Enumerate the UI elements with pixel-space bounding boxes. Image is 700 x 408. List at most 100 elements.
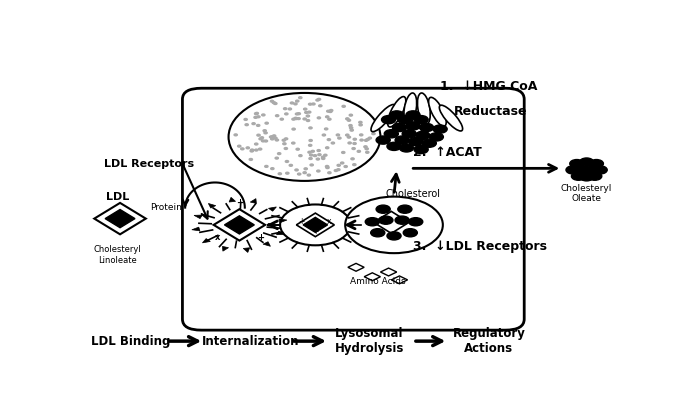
Circle shape xyxy=(228,93,381,181)
Circle shape xyxy=(298,173,301,175)
Circle shape xyxy=(571,172,585,180)
Polygon shape xyxy=(374,211,409,233)
Circle shape xyxy=(270,136,273,138)
Circle shape xyxy=(312,103,315,105)
Circle shape xyxy=(244,118,247,120)
Polygon shape xyxy=(251,199,256,204)
Circle shape xyxy=(311,151,314,152)
Circle shape xyxy=(575,166,589,174)
Circle shape xyxy=(398,115,412,124)
Circle shape xyxy=(433,125,447,133)
Circle shape xyxy=(280,204,351,245)
Circle shape xyxy=(310,164,314,166)
Circle shape xyxy=(252,123,256,124)
Polygon shape xyxy=(279,219,287,223)
Circle shape xyxy=(307,115,309,117)
Circle shape xyxy=(265,140,267,142)
Circle shape xyxy=(349,114,353,116)
Polygon shape xyxy=(348,264,364,271)
Circle shape xyxy=(274,102,277,104)
Ellipse shape xyxy=(371,104,395,132)
Circle shape xyxy=(307,174,311,176)
Circle shape xyxy=(258,148,262,150)
Circle shape xyxy=(241,148,244,150)
Circle shape xyxy=(271,136,274,138)
Circle shape xyxy=(406,122,420,130)
Text: LDL Receptors: LDL Receptors xyxy=(104,159,194,169)
Ellipse shape xyxy=(417,93,430,124)
Circle shape xyxy=(278,173,281,175)
Circle shape xyxy=(317,117,321,119)
Circle shape xyxy=(299,97,302,99)
Circle shape xyxy=(335,170,337,171)
Circle shape xyxy=(429,133,443,141)
Ellipse shape xyxy=(404,93,416,124)
Circle shape xyxy=(318,105,322,107)
Circle shape xyxy=(403,228,417,237)
Polygon shape xyxy=(225,216,254,234)
Polygon shape xyxy=(381,268,397,276)
Circle shape xyxy=(371,228,385,237)
Circle shape xyxy=(340,162,344,164)
Circle shape xyxy=(286,172,289,174)
Circle shape xyxy=(337,164,340,166)
Circle shape xyxy=(284,138,288,140)
Circle shape xyxy=(257,134,260,136)
Circle shape xyxy=(251,149,253,151)
Text: Protein: Protein xyxy=(150,203,182,212)
Circle shape xyxy=(294,118,298,119)
Circle shape xyxy=(257,124,260,126)
Circle shape xyxy=(349,124,352,126)
Circle shape xyxy=(321,157,325,160)
Circle shape xyxy=(566,166,580,174)
Circle shape xyxy=(321,156,325,158)
Circle shape xyxy=(414,115,428,124)
Circle shape xyxy=(342,151,345,153)
Text: +: + xyxy=(236,198,243,207)
Circle shape xyxy=(316,99,319,101)
Polygon shape xyxy=(244,248,250,253)
Text: LDL: LDL xyxy=(106,192,130,202)
Ellipse shape xyxy=(428,98,446,126)
Circle shape xyxy=(316,158,319,160)
Circle shape xyxy=(304,168,307,170)
Polygon shape xyxy=(229,197,235,202)
Circle shape xyxy=(357,151,360,152)
Circle shape xyxy=(246,147,249,149)
Circle shape xyxy=(298,113,300,115)
Circle shape xyxy=(234,134,237,136)
Polygon shape xyxy=(269,207,276,211)
Polygon shape xyxy=(303,217,328,233)
Circle shape xyxy=(308,151,312,153)
Circle shape xyxy=(304,111,308,113)
Text: x: x xyxy=(327,217,331,226)
Circle shape xyxy=(395,216,409,224)
Circle shape xyxy=(325,128,328,130)
Circle shape xyxy=(237,145,241,147)
Circle shape xyxy=(262,140,265,142)
Polygon shape xyxy=(214,209,265,241)
Circle shape xyxy=(292,118,295,120)
Circle shape xyxy=(303,118,307,120)
Circle shape xyxy=(299,155,302,157)
Circle shape xyxy=(271,168,274,170)
Circle shape xyxy=(584,166,598,174)
Polygon shape xyxy=(364,273,381,281)
Circle shape xyxy=(379,216,393,224)
Circle shape xyxy=(365,151,369,153)
Circle shape xyxy=(264,132,267,134)
Polygon shape xyxy=(276,231,285,235)
Text: +: + xyxy=(258,233,265,242)
Text: Amino Acids: Amino Acids xyxy=(350,277,405,286)
Circle shape xyxy=(338,137,341,139)
Circle shape xyxy=(409,217,423,226)
Circle shape xyxy=(323,154,327,156)
Circle shape xyxy=(359,124,363,126)
Circle shape xyxy=(309,144,312,146)
Polygon shape xyxy=(391,276,407,284)
Circle shape xyxy=(393,123,407,132)
Text: Cholesterol: Cholesterol xyxy=(386,189,440,199)
Text: +: + xyxy=(299,217,305,226)
Circle shape xyxy=(372,133,375,135)
Circle shape xyxy=(255,113,258,115)
